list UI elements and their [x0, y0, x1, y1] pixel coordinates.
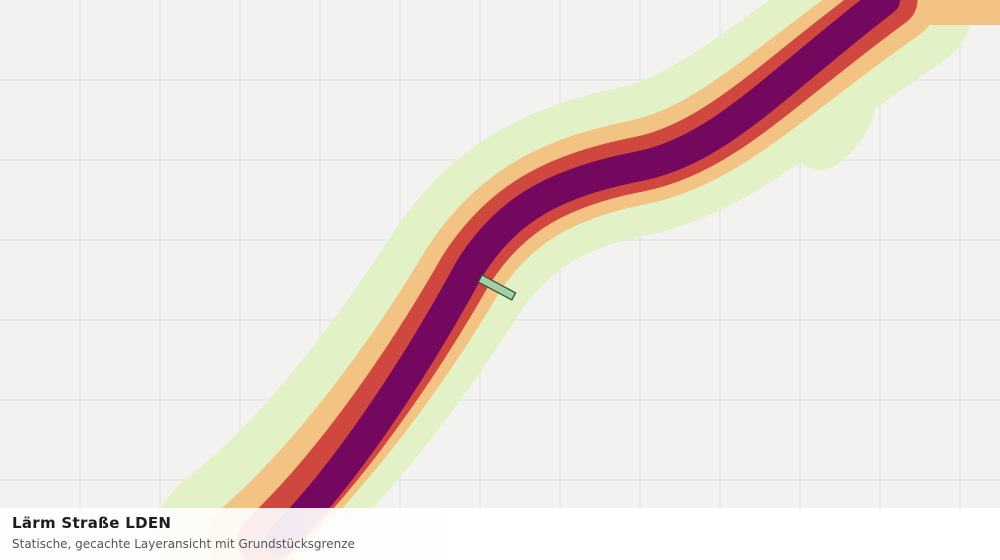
noise-bands — [155, 0, 1000, 560]
layer-title: Lärm Straße LDEN — [12, 514, 172, 532]
band-purple — [265, 0, 900, 555]
parcel-boundary — [477, 274, 517, 301]
legend-panel: Lärm Straße LDEN Statische, gecachte Lay… — [0, 508, 1000, 560]
layer-subtitle: Statische, gecachte Layeransicht mit Gru… — [12, 537, 355, 551]
